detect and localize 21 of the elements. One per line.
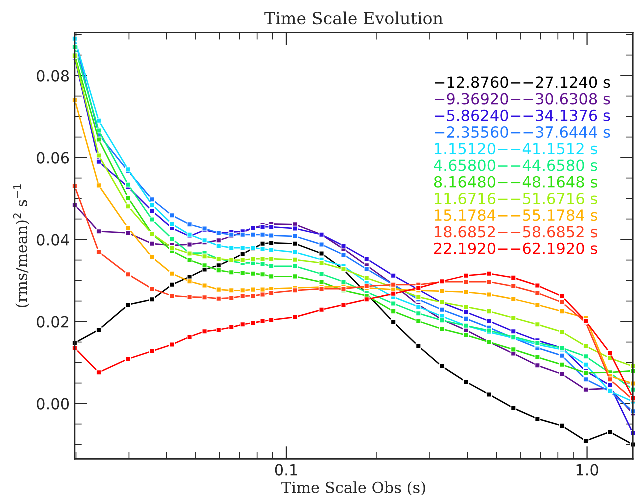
text: 18.6852−−58.6852 s xyxy=(435,226,598,238)
text: 15.1784−−55.1784 s xyxy=(435,210,598,222)
y-axis-title: (rms/mean)$^{2}$ s$^{−1}$ xyxy=(13,184,30,308)
text: −2.35560−−37.6444 s xyxy=(435,126,610,138)
text: −9.36920−−30.6308 s xyxy=(435,93,610,105)
text: −5.86240−−34.1376 s xyxy=(435,110,610,122)
y-tick-label: 0.08 xyxy=(37,70,70,82)
text: 1.15120−−41.1512 s xyxy=(435,143,598,155)
text: 11.6716−−51.6716 s xyxy=(435,192,598,205)
text: 4.65800−−44.6580 s xyxy=(434,160,598,172)
x-axis-title: Time Scale Obs (s) xyxy=(282,482,426,496)
y-tick-label: 0.06 xyxy=(37,152,70,164)
x-tick-label: 0.1 xyxy=(275,464,298,476)
text: −12.8760−−27.1240 s xyxy=(435,76,610,88)
y-tick-label: 0.04 xyxy=(37,234,70,246)
text: 8.16480−−48.1648 s xyxy=(434,176,598,188)
y-tick-label: 0.00 xyxy=(37,398,70,410)
chart-title: Time Scale Evolution xyxy=(264,12,444,25)
series-label: 22.1920−−62.1920 s xyxy=(434,242,598,254)
y-tick-label: 0.02 xyxy=(37,316,69,328)
x-tick-label: 1.0 xyxy=(576,464,598,476)
